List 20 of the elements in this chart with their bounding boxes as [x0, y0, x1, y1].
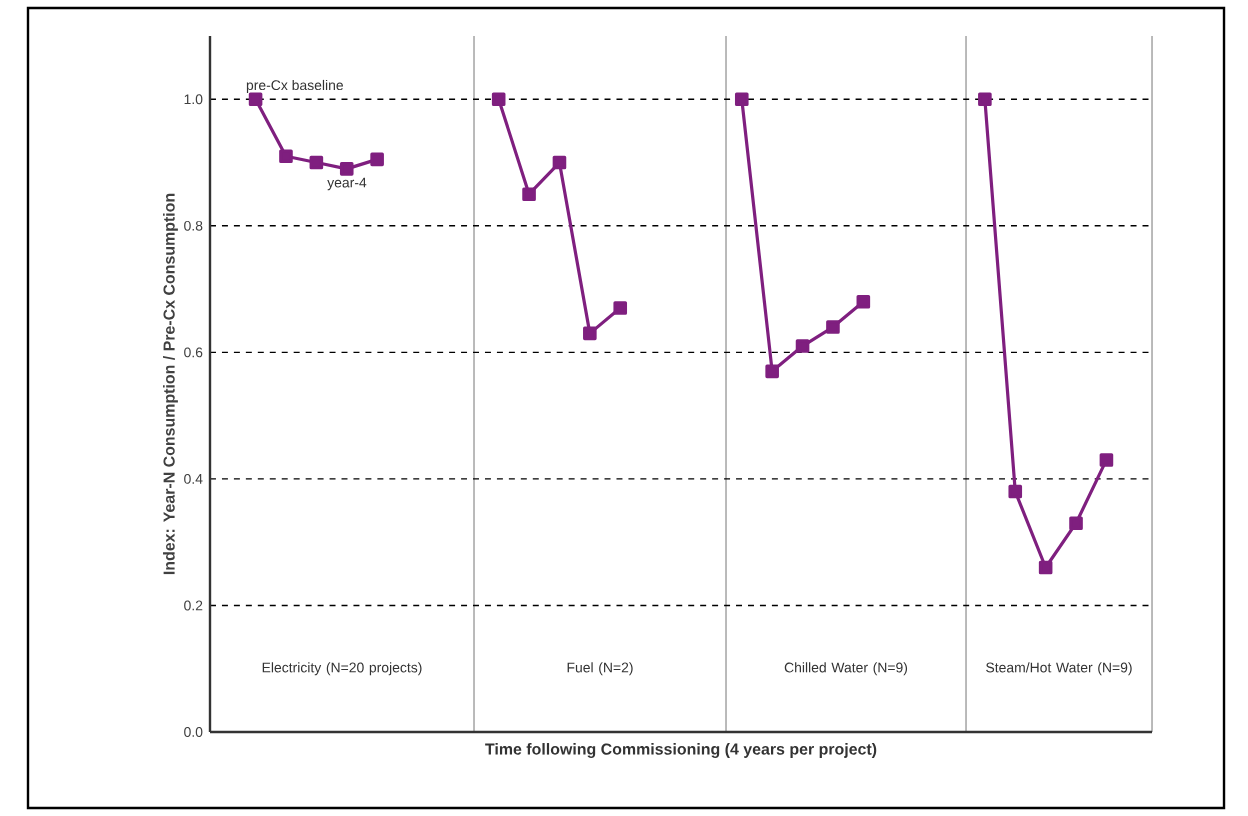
point [734, 92, 749, 107]
point [765, 364, 779, 379]
point [248, 92, 263, 107]
point [1008, 484, 1023, 499]
point [309, 155, 324, 170]
point [1099, 453, 1114, 467]
point [978, 92, 992, 107]
point [795, 339, 810, 353]
point [491, 92, 506, 107]
point [370, 152, 384, 167]
point [583, 326, 597, 341]
point [1069, 516, 1083, 530]
point [279, 149, 293, 164]
point [856, 294, 871, 309]
point [339, 162, 354, 176]
point [552, 155, 567, 170]
point [1038, 560, 1053, 575]
point [826, 320, 840, 334]
point [613, 301, 628, 315]
point [522, 187, 536, 201]
